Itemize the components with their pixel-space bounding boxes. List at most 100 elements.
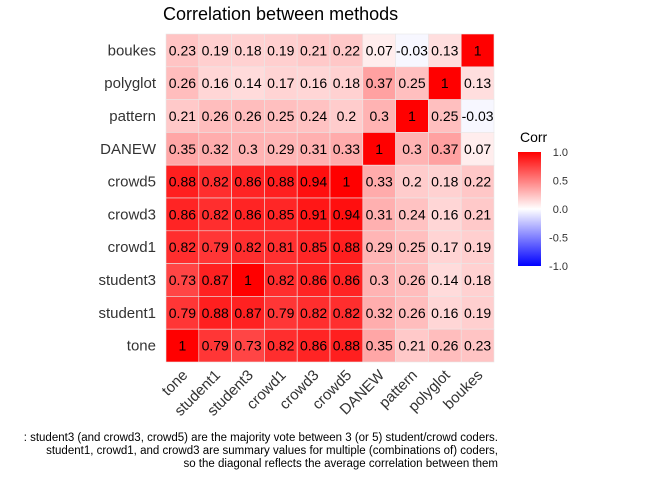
cell-value-label: 0.87 bbox=[202, 272, 229, 288]
legend-tick-label: -1.0 bbox=[549, 261, 568, 273]
heatmap-cell bbox=[231, 164, 265, 199]
cell-value-label: 0.07 bbox=[464, 141, 491, 157]
cell-value-label: 0.82 bbox=[333, 305, 360, 321]
heatmap-cell bbox=[296, 99, 331, 133]
caption-line-2: student1, crowd1, and crowd3 are summary… bbox=[46, 445, 498, 457]
heatmap-cell bbox=[296, 263, 331, 297]
cell-value-label: 0.88 bbox=[202, 305, 229, 321]
heatmap-cell bbox=[460, 197, 495, 232]
cell-value-label: 0.16 bbox=[431, 305, 458, 321]
heatmap-cell bbox=[329, 164, 364, 199]
cell-value-label: 0.19 bbox=[464, 239, 491, 255]
cell-value-label: 0.25 bbox=[398, 239, 425, 255]
heatmap-cell bbox=[296, 328, 331, 363]
heatmap-cell bbox=[428, 230, 462, 264]
cell-value-label: 0.26 bbox=[398, 305, 425, 321]
cell-value-label: 0.24 bbox=[398, 206, 425, 222]
heatmap-cell bbox=[460, 164, 495, 199]
heatmap-cell bbox=[198, 66, 232, 100]
heatmap-cell bbox=[165, 197, 200, 232]
heatmap-cell bbox=[198, 99, 232, 133]
heatmap-cell bbox=[362, 99, 396, 133]
cell-value-label: 0.85 bbox=[267, 206, 294, 222]
heatmap-cell bbox=[428, 33, 462, 68]
cell-value-label: 0.2 bbox=[337, 108, 357, 124]
y-tick-label: pattern bbox=[109, 108, 156, 125]
cell-value-label: 0.32 bbox=[202, 141, 229, 157]
heatmap-cell bbox=[264, 164, 298, 199]
x-axis-tick-labels: tonestudent1student3crowd1crowd3crowd5DA… bbox=[159, 366, 487, 419]
heatmap-cell bbox=[362, 328, 396, 363]
cell-value-label: 0.21 bbox=[169, 108, 196, 124]
cell-value-label: 0.37 bbox=[366, 75, 393, 91]
heatmap-cell bbox=[296, 33, 331, 68]
cell-value-label: 0.82 bbox=[267, 338, 294, 354]
heatmap-cell bbox=[428, 328, 462, 363]
heatmap-cell bbox=[395, 132, 429, 166]
cell-value-label: 1 bbox=[179, 338, 187, 354]
cell-value-label: 0.24 bbox=[300, 108, 327, 124]
heatmap-cell bbox=[362, 263, 396, 297]
heatmap-cell bbox=[428, 132, 462, 166]
cell-value-label: 0.86 bbox=[333, 272, 360, 288]
heatmap-cell bbox=[329, 263, 364, 297]
heatmap-cell bbox=[264, 230, 298, 264]
heatmap-cell bbox=[165, 164, 200, 199]
cell-value-label: 0.21 bbox=[300, 42, 327, 58]
cell-value-label: 0.85 bbox=[300, 239, 327, 255]
cell-value-label: 0.26 bbox=[202, 108, 229, 124]
cell-value-label: 0.37 bbox=[431, 141, 458, 157]
cell-value-label: 0.86 bbox=[234, 206, 261, 222]
cell-value-label: 0.33 bbox=[333, 141, 360, 157]
heatmap-cell bbox=[231, 66, 265, 100]
cell-value-label: 0.94 bbox=[333, 206, 360, 222]
heatmap-cell bbox=[264, 132, 298, 166]
cell-value-label: 0.86 bbox=[234, 174, 261, 190]
cell-value-label: 0.3 bbox=[402, 141, 422, 157]
heatmap-cell bbox=[198, 132, 232, 166]
cell-value-label: 0.82 bbox=[169, 239, 196, 255]
cell-value-label: 0.17 bbox=[267, 75, 294, 91]
heatmap-cell bbox=[296, 66, 331, 100]
y-tick-label: boukes bbox=[108, 42, 156, 59]
heatmap-cell bbox=[198, 328, 232, 363]
heatmap-cell bbox=[264, 328, 298, 363]
cell-value-label: 0.13 bbox=[464, 75, 491, 91]
cell-value-label: 0.31 bbox=[366, 206, 393, 222]
cell-value-label: 0.23 bbox=[464, 338, 491, 354]
chart-title: Correlation between methods bbox=[163, 4, 399, 24]
caption-line-3: so the diagonal reflects the average cor… bbox=[183, 458, 498, 470]
cell-value-label: 0.18 bbox=[234, 42, 261, 58]
heatmap-cell bbox=[428, 296, 462, 330]
cell-value-label: 0.19 bbox=[464, 305, 491, 321]
heatmap-cell bbox=[198, 164, 232, 199]
legend-tick-label: 1.0 bbox=[553, 147, 568, 159]
legend-tick-labels: 1.0 0.5 0.0 -0.5 -1.0 bbox=[536, 147, 568, 273]
heatmap-cell bbox=[296, 230, 331, 264]
heatmap-cell bbox=[198, 197, 232, 232]
cell-value-label: 0.79 bbox=[202, 338, 229, 354]
heatmap-cell bbox=[165, 132, 200, 166]
cell-value-label: 0.73 bbox=[234, 338, 261, 354]
cell-value-label: 0.33 bbox=[366, 174, 393, 190]
heatmap-cell bbox=[296, 197, 331, 232]
cell-value-label: 0.17 bbox=[431, 239, 458, 255]
heatmap-cell bbox=[264, 197, 298, 232]
legend-tick-label: 0.0 bbox=[553, 204, 568, 216]
cell-value-label: 1 bbox=[375, 141, 383, 157]
heatmap-cell bbox=[329, 33, 364, 68]
cell-value-label: 1 bbox=[244, 272, 252, 288]
cell-value-label: 1 bbox=[441, 75, 449, 91]
cell-value-label: 0.25 bbox=[431, 108, 458, 124]
heatmap-cell bbox=[329, 197, 364, 232]
cell-value-label: 0.3 bbox=[369, 108, 389, 124]
heatmap-cell bbox=[460, 132, 495, 166]
cell-value-label: 0.21 bbox=[398, 338, 425, 354]
cell-value-label: 0.26 bbox=[234, 108, 261, 124]
cell-value-label: 0.18 bbox=[431, 174, 458, 190]
heatmap-cell bbox=[428, 197, 462, 232]
cell-value-label: 0.18 bbox=[333, 75, 360, 91]
heatmap-cell bbox=[395, 197, 429, 232]
heatmap-cell bbox=[198, 230, 232, 264]
cell-value-label: 0.82 bbox=[202, 174, 229, 190]
